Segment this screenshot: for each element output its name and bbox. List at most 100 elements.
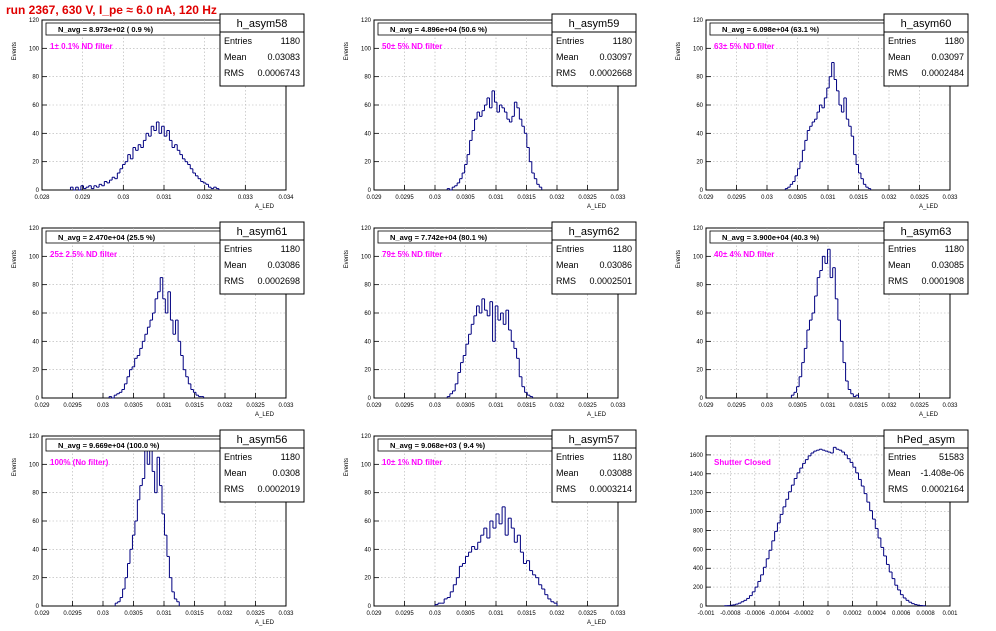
y-axis-label: Events bbox=[12, 42, 18, 60]
y-tick-label: 20 bbox=[364, 368, 371, 374]
y-tick-label: 120 bbox=[361, 18, 372, 24]
stat-label: Entries bbox=[888, 36, 917, 46]
stat-label: Entries bbox=[556, 244, 585, 254]
x-axis-label: A_LED bbox=[255, 620, 275, 626]
y-tick-label: 200 bbox=[693, 585, 704, 591]
stat-value: -1.408e-06 bbox=[920, 468, 964, 478]
x-tick-label: 0.0325 bbox=[910, 403, 929, 409]
filter-label: 25± 2.5% ND filter bbox=[50, 250, 117, 259]
y-tick-label: 60 bbox=[696, 311, 703, 317]
y-axis-label: Events bbox=[344, 458, 350, 476]
histogram-name: h_asym60 bbox=[901, 18, 952, 30]
x-tick-label: 0.0315 bbox=[849, 195, 868, 201]
histogram-name: hPed_asym bbox=[897, 434, 955, 446]
y-tick-label: 100 bbox=[693, 254, 704, 260]
histogram-name: h_asym63 bbox=[901, 226, 952, 238]
stat-value: 0.0002019 bbox=[257, 484, 300, 494]
histogram-panel-h_asym61: 0.029 0.0295 0.03 0.0305 0.031 0.0315 0.032 0.0… bbox=[0, 216, 332, 423]
stats-box-frame bbox=[551, 13, 637, 87]
histogram-name: h_asym57 bbox=[569, 434, 620, 446]
x-tick-label: 0.0295 bbox=[63, 611, 82, 617]
filter-label: 63± 5% ND filter bbox=[714, 42, 774, 51]
x-tick-label: 0.0315 bbox=[517, 403, 536, 409]
y-tick-label: 1000 bbox=[690, 510, 704, 516]
stat-label: Mean bbox=[224, 260, 247, 270]
y-tick-label: 20 bbox=[32, 576, 39, 582]
stat-label: RMS bbox=[224, 484, 244, 494]
x-tick-label: -0.001 bbox=[697, 611, 715, 617]
x-tick-label: 0.0315 bbox=[517, 195, 536, 201]
histogram-svg: 0.029 0.0295 0.03 0.0305 0.031 0.0315 0.032 0.0… bbox=[344, 13, 637, 210]
y-tick-label: 1400 bbox=[690, 472, 704, 478]
x-tick-label: 0.0295 bbox=[727, 403, 746, 409]
stat-value: 0.03083 bbox=[267, 52, 300, 62]
x-tick-label: 0.03 bbox=[97, 403, 109, 409]
stat-label: Mean bbox=[224, 52, 247, 62]
y-tick-label: 60 bbox=[32, 103, 39, 109]
histogram-panel-h_asym63: 0.029 0.0295 0.03 0.0305 0.031 0.0315 0.032 0.0… bbox=[664, 216, 996, 423]
x-tick-label: 0.0305 bbox=[456, 403, 475, 409]
x-tick-label: 0.0305 bbox=[456, 195, 475, 201]
x-tick-label: 0.032 bbox=[549, 195, 565, 201]
histogram-bins bbox=[114, 442, 180, 606]
x-axis-label: A_LED bbox=[255, 204, 275, 210]
stat-value: 0.0308 bbox=[272, 468, 300, 478]
y-tick-label: 40 bbox=[364, 339, 371, 345]
y-axis-label: Events bbox=[12, 250, 18, 268]
stat-label: RMS bbox=[888, 68, 908, 78]
stat-label: RMS bbox=[224, 276, 244, 286]
x-axis-label: A_LED bbox=[919, 412, 939, 418]
stat-label: Entries bbox=[224, 244, 253, 254]
histogram-svg: 0.029 0.0295 0.03 0.0305 0.031 0.0315 0.032 0.0… bbox=[676, 221, 969, 418]
x-tick-label: 0.0305 bbox=[124, 611, 143, 617]
x-tick-label: -0.0004 bbox=[769, 611, 790, 617]
histogram-name: h_asym61 bbox=[237, 226, 288, 238]
y-tick-label: 1600 bbox=[690, 453, 704, 459]
y-tick-label: 120 bbox=[693, 226, 704, 232]
y-tick-label: 100 bbox=[361, 462, 372, 468]
stat-label: Mean bbox=[556, 260, 579, 270]
y-tick-label: 60 bbox=[364, 103, 371, 109]
y-tick-label: 20 bbox=[32, 368, 39, 374]
x-tick-label: 0.0305 bbox=[456, 611, 475, 617]
x-tick-label: 0.033 bbox=[278, 403, 294, 409]
y-tick-label: 100 bbox=[29, 46, 40, 52]
x-tick-label: 0.031 bbox=[156, 403, 172, 409]
stats-box: h_asym61 Entries 1180 Mean 0.03086 RMS 0.00026… bbox=[219, 221, 305, 295]
x-tick-label: 0.029 bbox=[698, 195, 714, 201]
histogram-panel-h_asym58: 0.028 0.029 0.03 0.031 0.032 0.033 0.034 0 20 40 6… bbox=[0, 8, 332, 215]
x-tick-label: 0.033 bbox=[942, 403, 958, 409]
histogram-panel-h_asym62: 0.029 0.0295 0.03 0.0305 0.031 0.0315 0.032 0.0… bbox=[332, 216, 664, 423]
stats-box-frame bbox=[551, 429, 637, 503]
stat-value: 1180 bbox=[281, 452, 300, 462]
stats-box-frame bbox=[219, 221, 305, 295]
y-tick-label: 80 bbox=[696, 283, 703, 289]
stat-label: RMS bbox=[556, 68, 576, 78]
stat-value: 0.0002501 bbox=[589, 276, 632, 286]
run-title: run 2367, 630 V, I_pe ≈ 6.0 nA, 120 Hz bbox=[6, 3, 217, 17]
x-tick-label: 0.029 bbox=[34, 611, 50, 617]
stats-box: h_asym60 Entries 1180 Mean 0.03097 RMS 0.00024… bbox=[883, 13, 969, 87]
y-tick-label: 100 bbox=[693, 46, 704, 52]
y-tick-label: 800 bbox=[693, 528, 704, 534]
histogram-name: h_asym59 bbox=[569, 18, 620, 30]
histogram-panel-h_asym57: 0.029 0.0295 0.03 0.0305 0.031 0.0315 0.032 0.0… bbox=[332, 424, 664, 631]
stat-value: 1180 bbox=[613, 36, 632, 46]
x-tick-label: 0.033 bbox=[278, 611, 294, 617]
y-axis-label: Events bbox=[676, 42, 682, 60]
histogram-bins bbox=[108, 277, 205, 399]
stat-value: 0.03086 bbox=[599, 260, 632, 270]
y-axis-label: Events bbox=[12, 458, 18, 476]
x-tick-label: 0.029 bbox=[366, 611, 382, 617]
x-tick-label: 0.0305 bbox=[788, 403, 807, 409]
x-tick-label: 0.0325 bbox=[578, 195, 597, 201]
stat-label: Entries bbox=[224, 452, 253, 462]
x-tick-label: -0.0002 bbox=[793, 611, 814, 617]
stats-box: h_asym63 Entries 1180 Mean 0.03085 RMS 0.00019… bbox=[883, 221, 969, 295]
stat-label: RMS bbox=[556, 276, 576, 286]
x-tick-label: 0.032 bbox=[197, 195, 213, 201]
stat-value: 1180 bbox=[945, 244, 964, 254]
y-tick-label: 80 bbox=[696, 75, 703, 81]
x-tick-label: -0.0008 bbox=[720, 611, 741, 617]
y-tick-label: 1200 bbox=[690, 491, 704, 497]
